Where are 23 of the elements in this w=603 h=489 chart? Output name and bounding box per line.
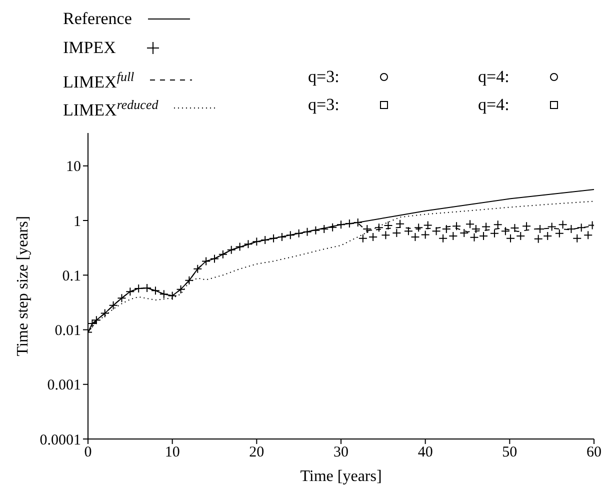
legend-label: IMPEX bbox=[63, 37, 116, 59]
legend-label: Reference bbox=[63, 8, 132, 30]
x-tick-label: 0 bbox=[84, 444, 92, 461]
y-tick-label: 0.001 bbox=[47, 378, 81, 394]
y-tick-label: 1 bbox=[74, 214, 81, 230]
legend-label: LIMEX$^{full}$ bbox=[63, 68, 134, 94]
legend-label: q=4: bbox=[478, 66, 510, 88]
y-tick-label: 0.1 bbox=[62, 268, 81, 284]
y-tick-label: 0.0001 bbox=[40, 432, 81, 448]
x-tick-label: 50 bbox=[502, 444, 518, 461]
x-tick-label: 20 bbox=[249, 444, 264, 461]
y-axis-title: Time step size [years] bbox=[14, 216, 32, 356]
x-tick-label: 60 bbox=[586, 444, 602, 461]
legend-label: q=3: bbox=[308, 66, 340, 88]
legend-label: q=3: bbox=[308, 94, 340, 116]
legend-label: q=4: bbox=[478, 94, 510, 116]
x-tick-label: 40 bbox=[418, 444, 433, 461]
legend-label: LIMEX$^{reduced}$ bbox=[63, 96, 158, 122]
x-tick-label: 10 bbox=[164, 444, 180, 461]
x-tick-label: 30 bbox=[334, 444, 348, 461]
y-tick-label: 0.01 bbox=[54, 323, 81, 340]
x-axis-title: Time [years] bbox=[300, 468, 382, 485]
y-tick-label: 10 bbox=[66, 159, 81, 176]
